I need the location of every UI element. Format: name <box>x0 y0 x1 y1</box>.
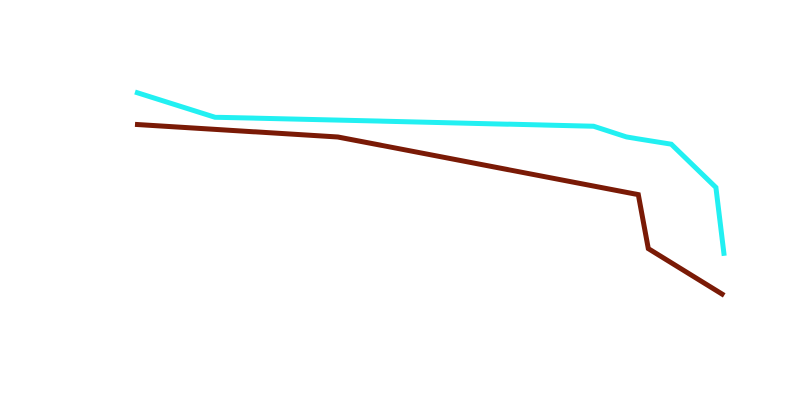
series-2-line <box>134 121 726 298</box>
series-1-line <box>134 89 727 257</box>
series-layer <box>134 89 727 298</box>
